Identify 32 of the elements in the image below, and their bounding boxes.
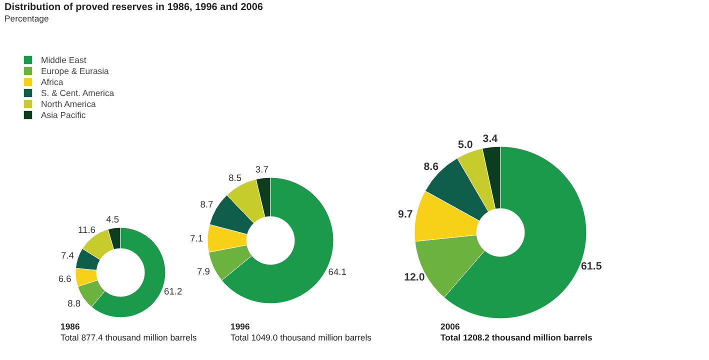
data-label: 8.5 bbox=[228, 172, 242, 183]
chart-title: Distribution of proved reserves in 1986, 1996 and 2006 bbox=[4, 2, 264, 13]
text: Total 1049.0 thousand million barrels bbox=[230, 332, 372, 342]
data-label: 7.9 bbox=[196, 266, 210, 276]
data-label: 3.4 bbox=[482, 133, 498, 146]
text: Total 1208.2 thousand million barrels bbox=[440, 332, 593, 342]
chart-subtitle: Percentage bbox=[4, 14, 49, 24]
text: 2006 bbox=[440, 322, 460, 332]
legend-label: Africa bbox=[41, 76, 64, 87]
text: 1986 bbox=[60, 322, 80, 332]
legend-label: S. & Cent. America bbox=[41, 87, 114, 98]
data-label: 8.8 bbox=[68, 298, 81, 308]
data-label: 61.2 bbox=[164, 286, 182, 297]
data-label: 61.5 bbox=[581, 260, 602, 273]
text: Total 877.4 thousand million barrels bbox=[60, 332, 198, 342]
data-label: 5.0 bbox=[458, 138, 473, 151]
data-label: 6.6 bbox=[58, 274, 72, 284]
data-label: 12.0 bbox=[404, 271, 425, 284]
legend-label: Europe & Eurasia bbox=[41, 65, 109, 76]
data-label: 7.1 bbox=[190, 234, 204, 244]
data-label: 8.6 bbox=[424, 161, 439, 174]
data-label: 9.7 bbox=[398, 208, 413, 221]
data-label: 8.7 bbox=[200, 200, 214, 210]
data-label: 4.5 bbox=[106, 214, 120, 225]
legend-label: North America bbox=[41, 98, 96, 109]
data-label: 7.4 bbox=[61, 250, 74, 261]
data-label: 64.1 bbox=[328, 266, 346, 277]
legend-label: Asia Pacific bbox=[41, 109, 86, 120]
text: 1996 bbox=[230, 322, 250, 332]
data-label: 11.6 bbox=[78, 224, 96, 235]
legend-label: Middle East bbox=[41, 54, 86, 65]
data-label: 3.7 bbox=[255, 164, 268, 174]
